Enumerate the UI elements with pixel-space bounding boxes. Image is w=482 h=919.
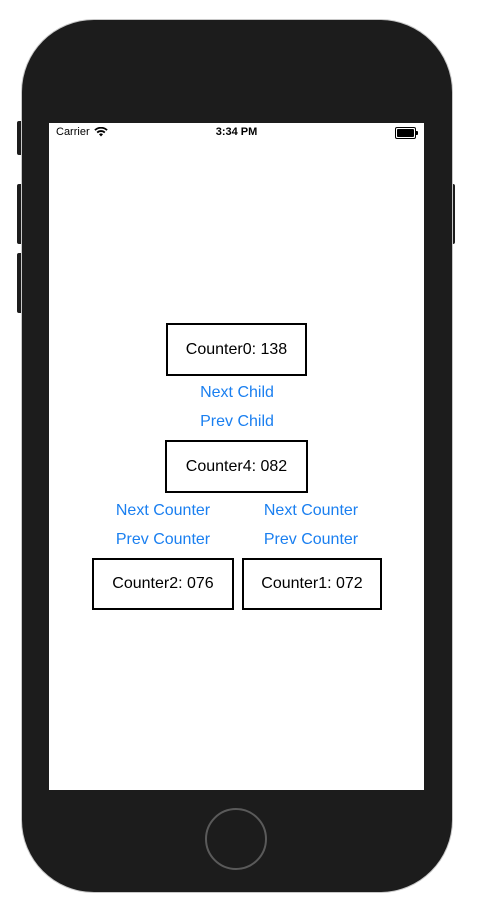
status-bar: Carrier 3:34 PM — [49, 123, 424, 143]
counter-top-box: Counter0: 138 — [166, 323, 307, 376]
next-child-button[interactable]: Next Child — [200, 384, 274, 401]
counter-middle-label: Counter4: 082 — [185, 457, 288, 475]
counter-bottom-right-box: Counter1: 072 — [242, 558, 382, 610]
home-button[interactable] — [205, 808, 267, 870]
carrier-group: Carrier — [56, 126, 108, 138]
counter-bottom-right-label: Counter1: 072 — [261, 575, 363, 592]
power-button — [449, 184, 455, 244]
next-counter-right-button[interactable]: Next Counter — [263, 502, 359, 519]
status-time: 3:34 PM — [215, 126, 258, 138]
next-counter-left-button[interactable]: Next Counter — [115, 502, 211, 519]
counter-middle-box: Counter4: 082 — [165, 440, 308, 493]
counter-bottom-left-label: Counter2: 076 — [112, 575, 214, 592]
volume-up-button — [17, 184, 23, 244]
prev-counter-right-button[interactable]: Prev Counter — [263, 531, 359, 548]
carrier-label: Carrier — [56, 126, 90, 138]
mute-switch — [17, 121, 23, 155]
counter-bottom-left-box: Counter2: 076 — [92, 558, 234, 610]
battery-icon — [395, 127, 418, 139]
counter-top-label: Counter0: 138 — [185, 340, 288, 358]
wifi-icon — [93, 127, 108, 137]
prev-child-button[interactable]: Prev Child — [200, 413, 274, 430]
app-screen: Carrier 3:34 PM Counter0: 138 Next Child — [49, 123, 424, 790]
prev-counter-left-button[interactable]: Prev Counter — [115, 531, 211, 548]
volume-down-button — [17, 253, 23, 313]
